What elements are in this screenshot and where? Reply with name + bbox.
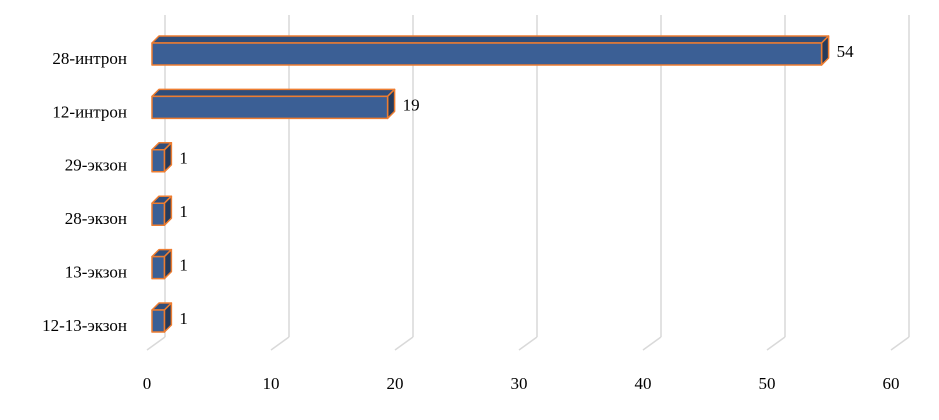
value-label: 54 xyxy=(837,42,855,61)
grid-line-floor xyxy=(270,336,290,351)
y-tick-label: 29-экзон xyxy=(65,156,127,175)
x-tick-label: 60 xyxy=(883,374,900,393)
bar xyxy=(151,95,389,120)
value-label: 1 xyxy=(179,202,188,221)
grid-line-floor xyxy=(890,336,910,351)
value-label: 1 xyxy=(179,309,188,328)
bar xyxy=(151,42,823,66)
value-label: 1 xyxy=(179,149,188,168)
x-tick-label: 0 xyxy=(143,374,152,393)
bar xyxy=(151,309,166,333)
y-tick-label: 12-13-экзон xyxy=(42,316,127,335)
y-tick-label: 13-экзон xyxy=(65,263,127,282)
y-tick-label: 12-интрон xyxy=(52,102,127,121)
bar xyxy=(151,149,166,173)
bar xyxy=(151,202,166,226)
grid-line-floor xyxy=(146,336,166,351)
value-label: 19 xyxy=(403,95,420,114)
grid-line-floor xyxy=(394,336,414,351)
x-tick-label: 40 xyxy=(635,374,652,393)
bar-top xyxy=(151,35,830,44)
x-tick-label: 50 xyxy=(759,374,776,393)
value-label: 1 xyxy=(179,256,188,275)
y-tick-label: 28-интрон xyxy=(52,49,127,68)
x-tick-label: 20 xyxy=(387,374,404,393)
grid-line-floor xyxy=(642,336,662,351)
bar-top xyxy=(151,88,396,98)
grid-line-floor xyxy=(518,336,538,351)
x-tick-label: 10 xyxy=(263,374,280,393)
x-tick-label: 30 xyxy=(511,374,528,393)
y-tick-label: 28-экзон xyxy=(65,209,127,228)
bar xyxy=(151,255,166,280)
grid-line-floor xyxy=(766,336,786,351)
